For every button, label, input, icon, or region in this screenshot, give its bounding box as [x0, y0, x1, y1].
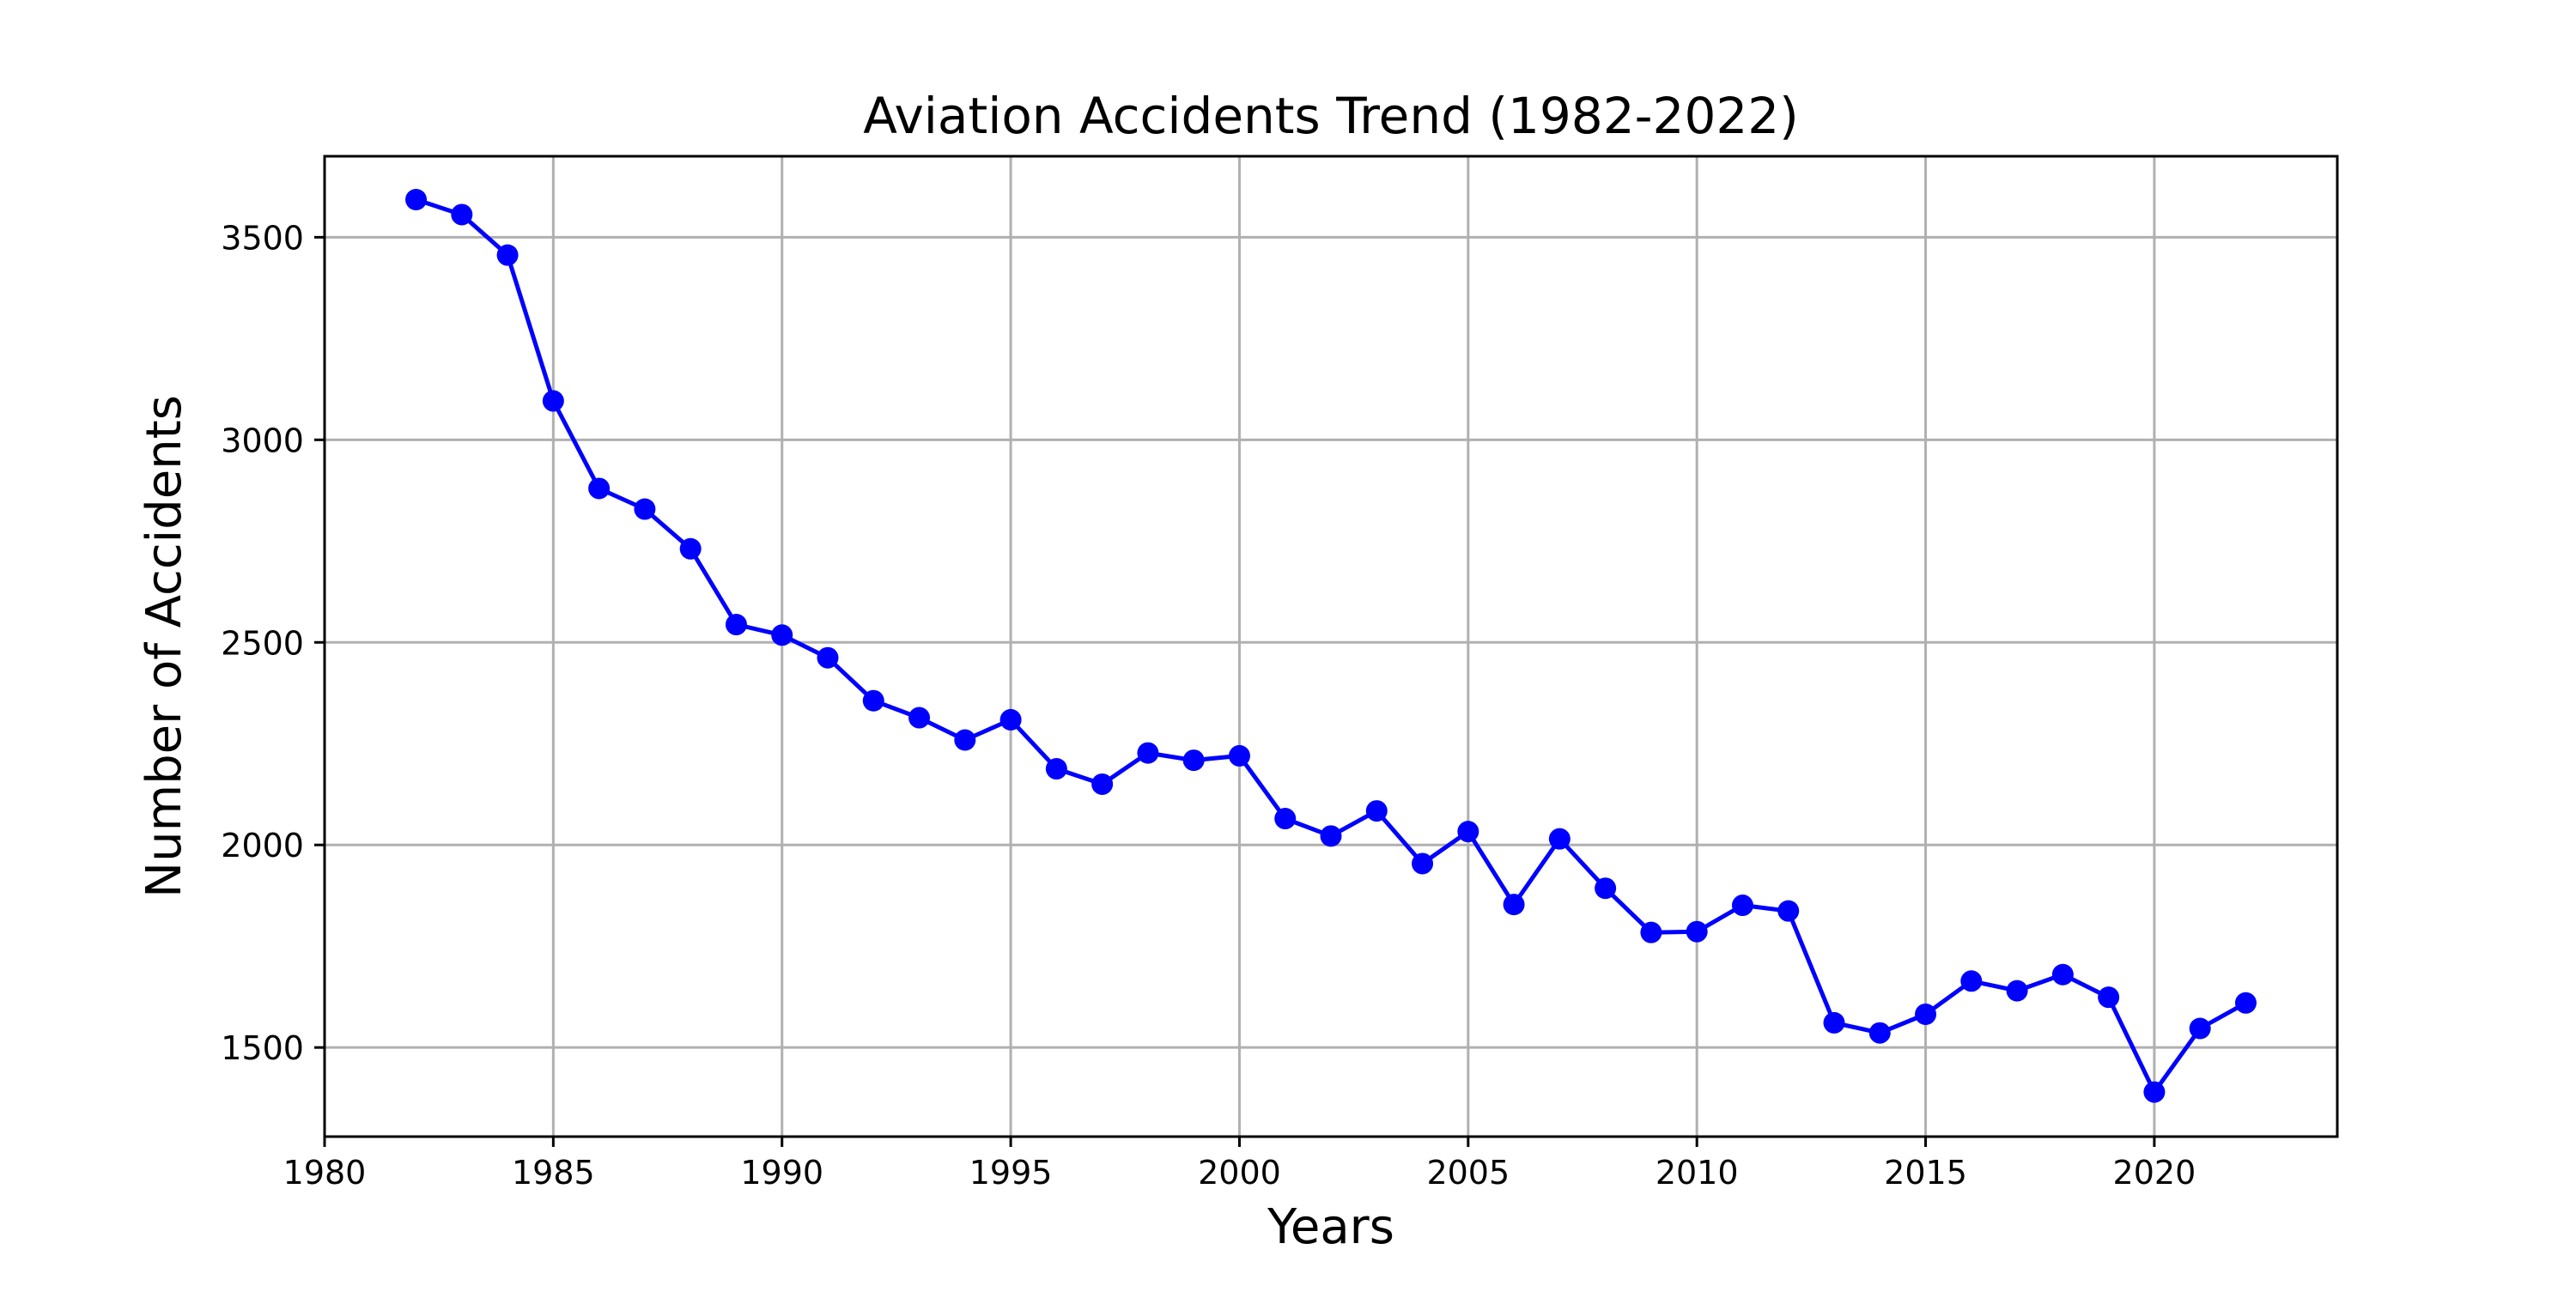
data-point [1412, 852, 1434, 875]
data-point [634, 498, 656, 520]
y-tick-label: 2500 [221, 624, 304, 662]
data-point [2098, 986, 2120, 1009]
data-point [954, 729, 976, 751]
x-tick-label: 1980 [283, 1154, 367, 1192]
data-point [1731, 895, 1753, 917]
data-point [908, 707, 931, 729]
data-point [1640, 921, 1662, 943]
data-point [542, 390, 564, 412]
data-point [817, 646, 839, 669]
chart-title: Aviation Accidents Trend (1982-2022) [863, 87, 1799, 145]
y-axis-title: Number of Accidents [137, 395, 192, 898]
y-tick-label: 1500 [221, 1029, 304, 1067]
data-point [451, 203, 473, 226]
data-point [1228, 744, 1250, 767]
plot-frame [323, 155, 2339, 1138]
data-point [1045, 758, 1067, 780]
data-point [2234, 992, 2257, 1014]
x-tick-label: 2010 [1656, 1154, 1739, 1192]
x-tick-label: 2015 [1884, 1154, 1967, 1192]
data-point [1137, 742, 1159, 764]
x-axis-ticks: 1980 1985 1990 1995 2000 2005 2010 2015 2020 [283, 1137, 2196, 1192]
data-point [588, 477, 611, 500]
data-point [862, 689, 884, 712]
data-point [1915, 1003, 1937, 1025]
data-point [1868, 1022, 1891, 1044]
data-point [771, 624, 793, 646]
series-layer [405, 188, 2257, 1103]
data-point [1365, 800, 1388, 822]
x-axis-title: Years [1267, 1199, 1394, 1255]
y-tick-label: 2000 [221, 827, 304, 864]
data-point [405, 188, 428, 210]
x-tick-label: 1995 [969, 1154, 1053, 1192]
data-point [999, 708, 1022, 731]
data-point [1274, 808, 1297, 830]
x-tick-label: 1985 [512, 1154, 595, 1192]
data-point [496, 244, 519, 266]
data-point [1182, 749, 1205, 772]
data-point [1686, 920, 1708, 943]
data-point [2051, 963, 2074, 986]
y-tick-label: 3500 [221, 219, 304, 257]
data-point [1320, 825, 1342, 847]
grid [325, 156, 2337, 1137]
data-point [1503, 894, 1525, 916]
x-tick-label: 2000 [1198, 1154, 1281, 1192]
data-point [1091, 773, 1114, 795]
x-tick-label: 2020 [2113, 1154, 2196, 1192]
data-point [1960, 970, 1983, 992]
data-point [2006, 980, 2028, 1002]
data-point [1548, 828, 1571, 850]
data-point [1595, 877, 1617, 900]
data-point [1777, 900, 1800, 922]
data-point [725, 614, 747, 636]
data-point [2143, 1081, 2166, 1103]
y-tick-label: 3000 [221, 422, 304, 459]
y-axis-ticks: 1500 2000 2500 3000 3500 [221, 219, 325, 1067]
data-point [1457, 821, 1479, 843]
data-point [679, 537, 702, 560]
x-tick-label: 2005 [1426, 1154, 1510, 1192]
x-tick-label: 1990 [740, 1154, 823, 1192]
data-point [1823, 1011, 1845, 1034]
data-point [2189, 1017, 2211, 1040]
